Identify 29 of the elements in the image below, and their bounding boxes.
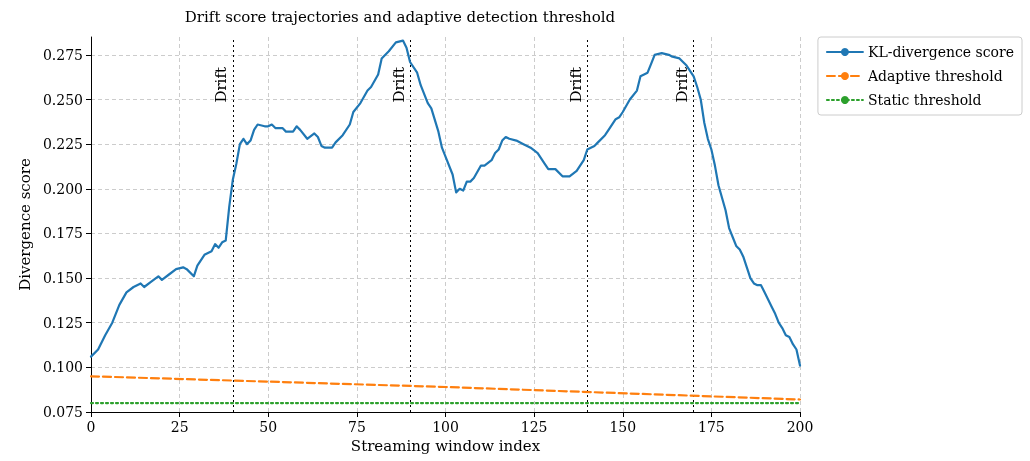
x-axis-title: Streaming window index [350, 437, 541, 456]
x-tick-label: 75 [347, 419, 366, 435]
legend-label: KL-divergence score [867, 44, 1015, 60]
ref-line-label: Drift [389, 67, 408, 103]
y-tick-label: 0.100 [42, 359, 83, 376]
y-tick-label: 0.250 [42, 91, 83, 108]
y-axis-title: Divergence score [15, 158, 34, 291]
x-tick-label: 0 [86, 419, 96, 435]
ref-line-label: Drift [212, 67, 231, 103]
y-tick-label: 0.125 [42, 314, 83, 331]
x-tick-label: 125 [520, 419, 548, 435]
legend-label: Static threshold [867, 92, 982, 108]
y-tick-label: 0.175 [42, 225, 83, 242]
legend-label: Adaptive threshold [866, 68, 1003, 84]
y-tick-label: 0.225 [42, 136, 83, 153]
x-tick-label: 25 [170, 419, 189, 435]
x-tick-label: 175 [698, 419, 725, 435]
y-tick-label: 0.275 [42, 46, 83, 63]
x-tick-label: 150 [609, 419, 637, 435]
x-tick-label: 50 [259, 419, 278, 435]
y-tick-label: 0.075 [42, 404, 83, 420]
chart-title: Drift score trajectories and adaptive detection threshold [184, 7, 616, 26]
x-tick-label: 200 [786, 419, 814, 435]
ref-line-label: Drift [673, 67, 692, 103]
line-series [89, 39, 802, 367]
y-tick-label: 0.200 [42, 180, 83, 197]
y-tick-label: 0.150 [42, 270, 83, 287]
ref-line-label: Drift [566, 67, 585, 103]
x-tick-label: 100 [432, 419, 459, 435]
